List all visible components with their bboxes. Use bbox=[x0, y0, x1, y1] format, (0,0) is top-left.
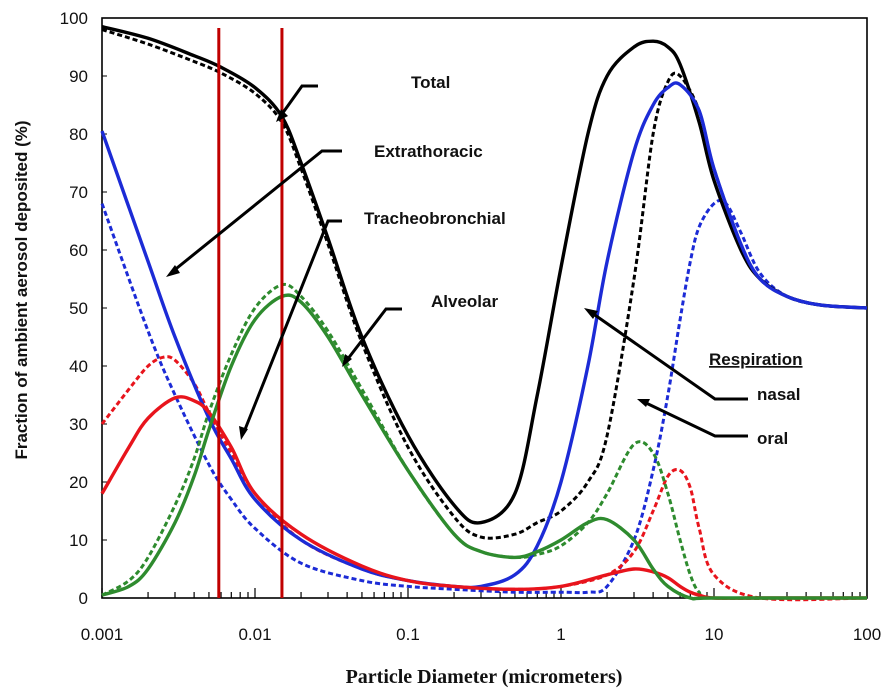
y-tick-label: 20 bbox=[69, 473, 88, 492]
arrow-total bbox=[280, 84, 318, 115]
x-tick-labels: 0.001 0.01 0.1 1 10 100 bbox=[81, 625, 881, 644]
arrow-tracheobronchial-head bbox=[239, 426, 248, 440]
y-tick-label: 70 bbox=[69, 183, 88, 202]
label-total: Total bbox=[411, 73, 450, 92]
x-tick-label: 10 bbox=[705, 625, 724, 644]
y-tick-label: 90 bbox=[69, 67, 88, 86]
arrow-oral-head bbox=[637, 399, 650, 407]
series-total-oral bbox=[101, 28, 868, 540]
x-tick-label: 0.1 bbox=[396, 625, 420, 644]
y-tick-label: 50 bbox=[69, 299, 88, 318]
arrow-nasal bbox=[591, 311, 748, 401]
arrow-nasal-head bbox=[584, 308, 598, 319]
arrow-alveolar bbox=[345, 307, 402, 361]
arrow-extrathoracic-head bbox=[166, 265, 180, 277]
y-tick-label: 60 bbox=[69, 241, 88, 260]
y-tick-label: 100 bbox=[60, 9, 88, 28]
vertical-markers bbox=[217, 28, 284, 598]
annotation-arrows bbox=[166, 84, 748, 440]
y-tick-label: 10 bbox=[69, 531, 88, 550]
series-total-nasal bbox=[101, 25, 868, 525]
arrow-alveolar-head bbox=[342, 354, 352, 367]
x-axis-title: Particle Diameter (micrometers) bbox=[346, 666, 623, 688]
y-tick-label: 30 bbox=[69, 415, 88, 434]
series-alveolar-nasal bbox=[101, 293, 867, 601]
y-tick-labels: 0 10 20 30 40 50 60 70 80 90 100 bbox=[60, 9, 107, 608]
x-tick-label: 100 bbox=[853, 625, 881, 644]
series-tracheobronchial-oral bbox=[100, 355, 868, 602]
arrow-tracheobronchial bbox=[242, 219, 342, 433]
series-extrathoracic-nasal bbox=[100, 81, 868, 590]
y-tick-label: 80 bbox=[69, 125, 88, 144]
x-tick-label: 1 bbox=[556, 625, 565, 644]
legend-nasal: nasal bbox=[757, 385, 800, 404]
label-extrathoracic: Extrathoracic bbox=[374, 142, 483, 161]
y-tick-label: 0 bbox=[79, 589, 88, 608]
legend-heading: Respiration bbox=[709, 350, 803, 369]
series-lines bbox=[100, 25, 868, 602]
label-alveolar: Alveolar bbox=[431, 292, 498, 311]
arrow-total-head bbox=[276, 109, 288, 122]
label-tracheobronchial: Tracheobronchial bbox=[364, 209, 506, 228]
series-extrathoracic-oral bbox=[100, 198, 868, 595]
arrow-extrathoracic bbox=[171, 149, 342, 274]
legend-oral: oral bbox=[757, 429, 788, 448]
y-tick-label: 40 bbox=[69, 357, 88, 376]
series-tracheobronchial-nasal bbox=[100, 395, 867, 600]
x-tick-label: 0.001 bbox=[81, 625, 124, 644]
arrow-oral bbox=[643, 400, 748, 438]
x-tick-label: 0.01 bbox=[238, 625, 271, 644]
y-axis-title: Fraction of ambient aerosol deposited (%… bbox=[12, 120, 31, 459]
